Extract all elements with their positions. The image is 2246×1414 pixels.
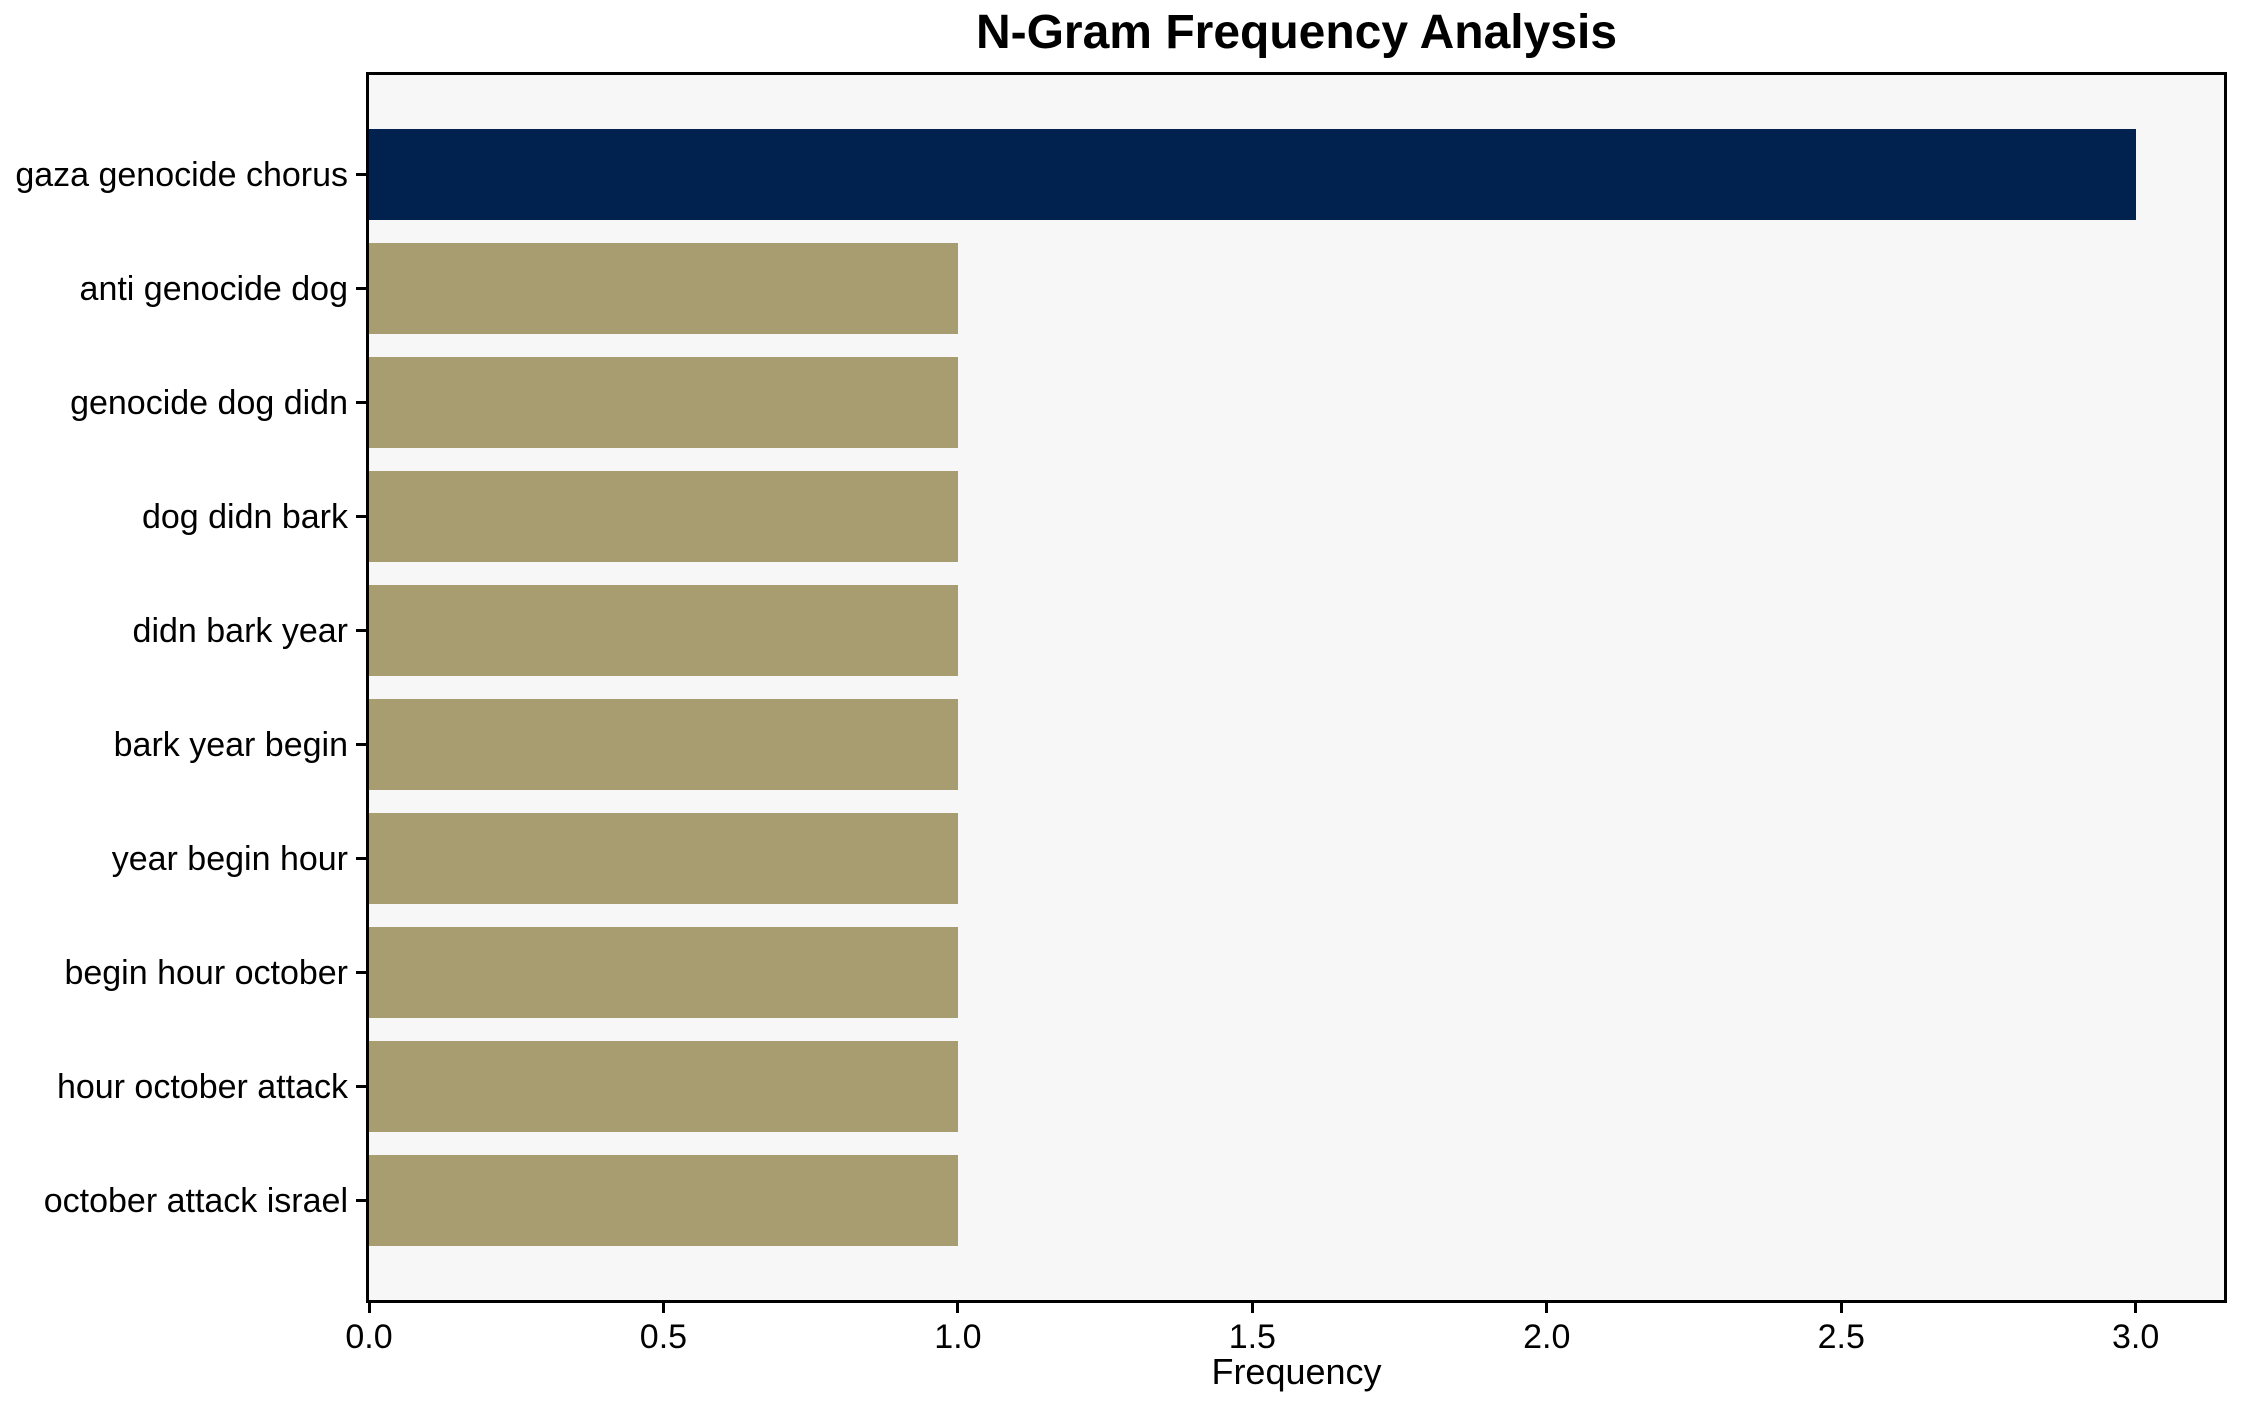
y-tick-mark (356, 971, 369, 974)
x-tick-mark (1839, 1300, 1843, 1313)
y-tick-mark (356, 629, 369, 632)
y-tick-mark (356, 1199, 369, 1202)
x-axis-label: Frequency (1211, 1351, 1382, 1392)
y-tick-label: begin hour october (64, 953, 348, 992)
x-tick-label: 1.0 (934, 1318, 982, 1356)
x-tick-label: 2.5 (1817, 1318, 1865, 1356)
plot-area: 0.0 0.5 1.0 1.5 2.0 2.5 3.0 (345, 72, 2227, 1354)
bar-10 (369, 1155, 958, 1246)
bar-2 (369, 243, 958, 334)
y-tick-mark (356, 287, 369, 290)
y-tick-mark (356, 515, 369, 518)
y-tick-mark (356, 401, 369, 404)
x-tick-label: 1.5 (1228, 1318, 1276, 1356)
y-tick-label: year begin hour (111, 839, 348, 878)
bar-9 (369, 1041, 958, 1132)
x-tick-mark (367, 1300, 371, 1313)
y-tick-mark (356, 173, 369, 176)
bar-5 (369, 585, 958, 676)
y-tick-mark (356, 1085, 369, 1088)
x-tick-mark (2134, 1300, 2138, 1313)
bar-7 (369, 813, 958, 904)
bar-4 (369, 471, 958, 562)
y-tick-label: october attack israel (43, 1181, 348, 1220)
x-tick-mark (1250, 1300, 1254, 1313)
x-tick-label: 0.0 (345, 1318, 393, 1356)
x-tick-label: 3.0 (2112, 1318, 2160, 1356)
x-tick-label: 0.5 (639, 1318, 688, 1356)
y-tick-label: gaza genocide chorus (15, 155, 348, 194)
y-tick-label: didn bark year (132, 611, 348, 650)
y-tick-label: bark year begin (113, 725, 348, 764)
bar-1 (369, 129, 2136, 220)
y-tick-label: hour october attack (56, 1067, 348, 1106)
y-tick-label: anti genocide dog (79, 269, 348, 308)
y-tick-mark (356, 857, 369, 860)
x-tick-mark (956, 1300, 960, 1313)
x-tick-label: 2.0 (1523, 1318, 1571, 1356)
y-tick-mark (356, 743, 369, 746)
y-axis: gaza genocide chorus anti genocide dog gen… (0, 75, 348, 1300)
chart-title: N-Gram Frequency Analysis (975, 6, 1618, 59)
y-tick-label: dog didn bark (141, 497, 348, 536)
y-tick-label: genocide dog didn (70, 383, 348, 422)
x-tick-mark (1545, 1300, 1549, 1313)
x-tick-mark (661, 1300, 665, 1313)
bar-3 (369, 357, 958, 448)
bar-6 (369, 699, 958, 790)
bar-8 (369, 927, 958, 1018)
